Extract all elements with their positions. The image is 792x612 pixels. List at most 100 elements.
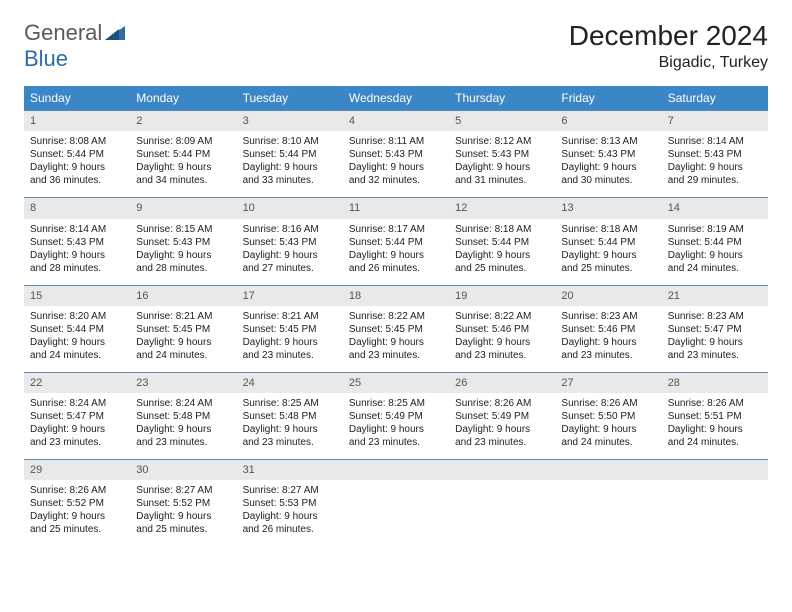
weekday-header: Friday <box>555 86 661 111</box>
sunset-line: Sunset: 5:44 PM <box>561 237 635 248</box>
calendar-day-cell: 13Sunrise: 8:18 AMSunset: 5:44 PMDayligh… <box>555 198 661 285</box>
daylight-line: Daylight: 9 hours and 24 minutes. <box>30 337 105 361</box>
sunrise-line: Sunrise: 8:19 AM <box>668 224 744 235</box>
daylight-line: Daylight: 9 hours and 23 minutes. <box>243 337 318 361</box>
day-number: 10 <box>237 198 343 218</box>
day-content: Sunrise: 8:08 AMSunset: 5:44 PMDaylight:… <box>24 131 130 197</box>
daylight-line: Daylight: 9 hours and 26 minutes. <box>349 250 424 274</box>
logo-text-blue: Blue <box>24 46 68 71</box>
calendar-day-cell: 10Sunrise: 8:16 AMSunset: 5:43 PMDayligh… <box>237 198 343 285</box>
weekday-header: Sunday <box>24 86 130 111</box>
day-number: 26 <box>449 373 555 393</box>
day-content: Sunrise: 8:15 AMSunset: 5:43 PMDaylight:… <box>130 219 236 285</box>
day-content: Sunrise: 8:26 AMSunset: 5:49 PMDaylight:… <box>449 393 555 459</box>
day-number: 21 <box>662 286 768 306</box>
day-number: 12 <box>449 198 555 218</box>
daylight-line: Daylight: 9 hours and 33 minutes. <box>243 162 318 186</box>
sunrise-line: Sunrise: 8:26 AM <box>455 398 531 409</box>
calendar-day-cell: 21Sunrise: 8:23 AMSunset: 5:47 PMDayligh… <box>662 285 768 372</box>
calendar-day-cell <box>343 460 449 547</box>
calendar-day-cell <box>662 460 768 547</box>
sunrise-line: Sunrise: 8:25 AM <box>349 398 425 409</box>
day-content: Sunrise: 8:26 AMSunset: 5:50 PMDaylight:… <box>555 393 661 459</box>
daylight-line: Daylight: 9 hours and 30 minutes. <box>561 162 636 186</box>
day-number: 5 <box>449 111 555 131</box>
day-number: 9 <box>130 198 236 218</box>
sunset-line: Sunset: 5:53 PM <box>243 498 317 509</box>
day-number: 8 <box>24 198 130 218</box>
daylight-line: Daylight: 9 hours and 25 minutes. <box>561 250 636 274</box>
calendar-week-row: 29Sunrise: 8:26 AMSunset: 5:52 PMDayligh… <box>24 460 768 547</box>
day-content: Sunrise: 8:24 AMSunset: 5:48 PMDaylight:… <box>130 393 236 459</box>
weekday-header: Wednesday <box>343 86 449 111</box>
daylight-line: Daylight: 9 hours and 23 minutes. <box>349 424 424 448</box>
day-content: Sunrise: 8:20 AM Sunset: 5:44 PM Daylight:… <box>24 306 130 372</box>
day-number: 25 <box>343 373 449 393</box>
calendar-day-cell: 6Sunrise: 8:13 AMSunset: 5:43 PMDaylight… <box>555 111 661 198</box>
day-content: Sunrise: 8:09 AM Sunset: 5:44 PM Daylight:… <box>130 131 236 197</box>
day-content: Sunrise: 8:19 AMSunset: 5:44 PMDaylight:… <box>662 219 768 285</box>
day-content: Sunrise: 8:18 AMSunset: 5:44 PMDaylight:… <box>449 219 555 285</box>
weekday-header: Saturday <box>662 86 768 111</box>
sunrise-line: Sunrise: 8:24 AM <box>30 398 106 409</box>
day-number: 15 <box>24 286 130 306</box>
sunrise-line: Sunrise: 8:16 AM <box>243 224 319 235</box>
sunrise-line: Sunrise: 8:14 AM <box>668 136 744 147</box>
sunset-line: Sunset: 5:46 PM <box>455 324 529 335</box>
sunset-line: Sunset: 5:48 PM <box>243 411 317 422</box>
calendar-table: SundayMondayTuesdayWednesdayThursdayFrid… <box>24 86 768 546</box>
day-number: 3 <box>237 111 343 131</box>
day-content: Sunrise: 8:13 AMSunset: 5:43 PMDaylight:… <box>555 131 661 197</box>
day-number: 20 <box>555 286 661 306</box>
daylight-line: Daylight: 9 hours and 23 minutes. <box>561 337 636 361</box>
sunrise-line: Sunrise: 8:12 AM <box>455 136 531 147</box>
sunset-line: Sunset: 5:43 PM <box>561 149 635 160</box>
calendar-day-cell: 7Sunrise: 8:14 AMSunset: 5:43 PMDaylight… <box>662 111 768 198</box>
day-content: Sunrise: 8:26 AMSunset: 5:51 PMDaylight:… <box>662 393 768 459</box>
day-number: 1 <box>24 111 130 131</box>
day-number: 18 <box>343 286 449 306</box>
day-number: 30 <box>130 460 236 480</box>
day-content: Sunrise: 8:17 AMSunset: 5:44 PMDaylight:… <box>343 219 449 285</box>
daylight-line: Daylight: 9 hours and 23 minutes. <box>349 337 424 361</box>
calendar-day-cell: 25Sunrise: 8:25 AMSunset: 5:49 PMDayligh… <box>343 372 449 459</box>
sunset-line: Sunset: 5:44 PM <box>30 324 104 335</box>
sunrise-line: Sunrise: 8:18 AM <box>561 224 637 235</box>
calendar-day-cell: 16Sunrise: 8:21 AMSunset: 5:45 PMDayligh… <box>130 285 236 372</box>
daylight-line: Daylight: 9 hours and 23 minutes. <box>30 424 105 448</box>
sunset-line: Sunset: 5:44 PM <box>136 149 210 160</box>
sunrise-line: Sunrise: 8:10 AM <box>243 136 319 147</box>
calendar-day-cell <box>449 460 555 547</box>
daylight-line: Daylight: 9 hours and 25 minutes. <box>30 511 105 535</box>
daylight-line: Daylight: 9 hours and 34 minutes. <box>136 162 211 186</box>
sunset-line: Sunset: 5:43 PM <box>455 149 529 160</box>
calendar-day-cell: 17Sunrise: 8:21 AMSunset: 5:45 PMDayligh… <box>237 285 343 372</box>
daylight-line: Daylight: 9 hours and 25 minutes. <box>136 511 211 535</box>
sunset-line: Sunset: 5:52 PM <box>136 498 210 509</box>
day-number: 24 <box>237 373 343 393</box>
sunrise-line: Sunrise: 8:20 AM <box>30 311 106 322</box>
day-number: 22 <box>24 373 130 393</box>
sunset-line: Sunset: 5:50 PM <box>561 411 635 422</box>
sunset-line: Sunset: 5:43 PM <box>349 149 423 160</box>
sunset-line: Sunset: 5:48 PM <box>136 411 210 422</box>
day-number: 6 <box>555 111 661 131</box>
calendar-day-cell: 12Sunrise: 8:18 AMSunset: 5:44 PMDayligh… <box>449 198 555 285</box>
sunset-line: Sunset: 5:44 PM <box>243 149 317 160</box>
sunset-line: Sunset: 5:45 PM <box>349 324 423 335</box>
day-content: Sunrise: 8:23 AMSunset: 5:47 PMDaylight:… <box>662 306 768 372</box>
day-content: Sunrise: 8:18 AM Sunset: 5:44 PM Daylight:… <box>555 219 661 285</box>
daylight-line: Daylight: 9 hours and 31 minutes. <box>455 162 530 186</box>
calendar-day-cell: 4Sunrise: 8:11 AMSunset: 5:43 PMDaylight… <box>343 111 449 198</box>
sunset-line: Sunset: 5:47 PM <box>668 324 742 335</box>
calendar-day-cell: 24Sunrise: 8:25 AMSunset: 5:48 PMDayligh… <box>237 372 343 459</box>
sunset-line: Sunset: 5:45 PM <box>243 324 317 335</box>
sunset-line: Sunset: 5:51 PM <box>668 411 742 422</box>
sunrise-line: Sunrise: 8:09 AM <box>136 136 212 147</box>
sunrise-line: Sunrise: 8:23 AM <box>561 311 637 322</box>
sunset-line: Sunset: 5:47 PM <box>30 411 104 422</box>
sunrise-line: Sunrise: 8:26 AM <box>561 398 637 409</box>
sunrise-line: Sunrise: 8:17 AM <box>349 224 425 235</box>
calendar-day-cell: 9Sunrise: 8:15 AMSunset: 5:43 PMDaylight… <box>130 198 236 285</box>
daylight-line: Daylight: 9 hours and 24 minutes. <box>136 337 211 361</box>
